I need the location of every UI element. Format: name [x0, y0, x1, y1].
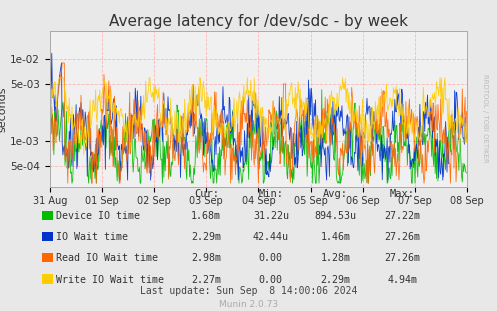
Text: 2.29m: 2.29m [321, 275, 350, 285]
Text: Avg:: Avg: [323, 189, 348, 199]
Text: Device IO time: Device IO time [56, 211, 140, 221]
Text: Cur:: Cur: [194, 189, 219, 199]
Text: RRDTOOL / TOBI OETIKER: RRDTOOL / TOBI OETIKER [482, 74, 488, 163]
Text: Last update: Sun Sep  8 14:00:06 2024: Last update: Sun Sep 8 14:00:06 2024 [140, 286, 357, 296]
Text: 894.53u: 894.53u [315, 211, 356, 221]
Title: Average latency for /dev/sdc - by week: Average latency for /dev/sdc - by week [109, 14, 408, 29]
Text: 0.00: 0.00 [259, 275, 283, 285]
Text: 42.44u: 42.44u [253, 232, 289, 242]
Text: 27.26m: 27.26m [385, 253, 420, 263]
Text: Max:: Max: [390, 189, 415, 199]
Text: Munin 2.0.73: Munin 2.0.73 [219, 300, 278, 309]
Text: 0.00: 0.00 [259, 253, 283, 263]
Text: 2.98m: 2.98m [191, 253, 221, 263]
Text: 2.29m: 2.29m [191, 232, 221, 242]
Y-axis label: seconds: seconds [0, 86, 7, 132]
Text: Write IO Wait time: Write IO Wait time [56, 275, 164, 285]
Text: 2.27m: 2.27m [191, 275, 221, 285]
Text: 1.46m: 1.46m [321, 232, 350, 242]
Text: 27.26m: 27.26m [385, 232, 420, 242]
Text: 27.22m: 27.22m [385, 211, 420, 221]
Text: 1.28m: 1.28m [321, 253, 350, 263]
Text: Min:: Min: [258, 189, 283, 199]
Text: IO Wait time: IO Wait time [56, 232, 128, 242]
Text: 4.94m: 4.94m [388, 275, 417, 285]
Text: 31.22u: 31.22u [253, 211, 289, 221]
Text: 1.68m: 1.68m [191, 211, 221, 221]
Text: Read IO Wait time: Read IO Wait time [56, 253, 158, 263]
